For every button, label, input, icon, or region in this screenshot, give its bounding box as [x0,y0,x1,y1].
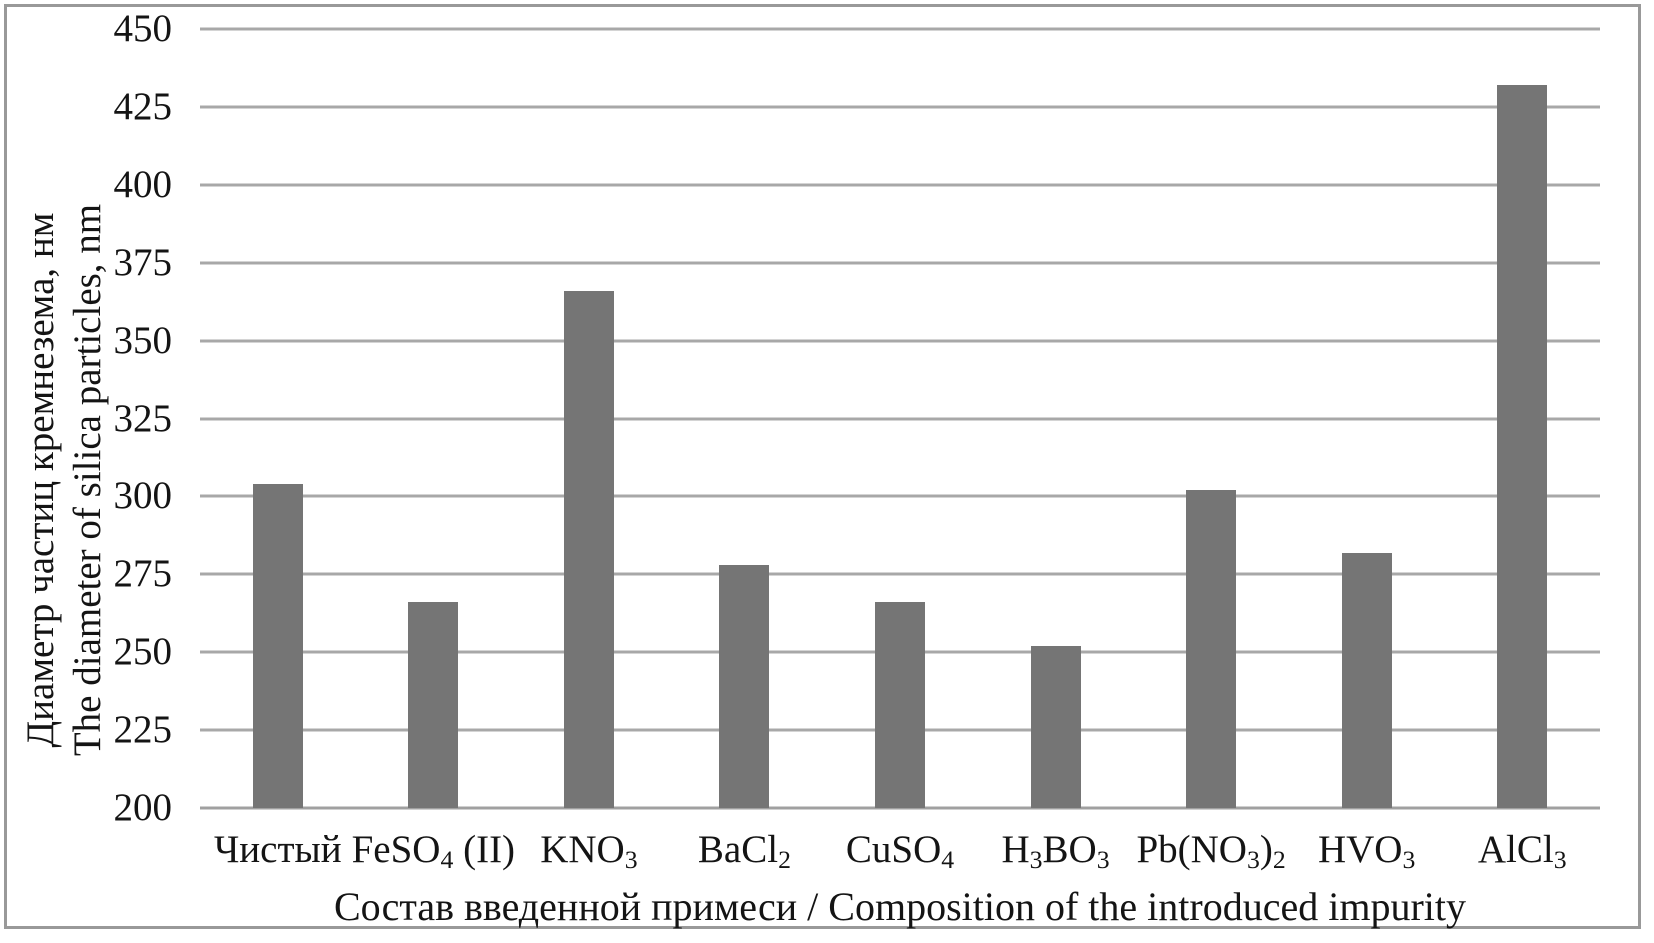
y-tick-label-375: 375 [113,240,173,284]
gridline-y-275 [200,572,1600,576]
x-category-label-H3BO3: H3BO3 [1001,828,1110,874]
y-tick-label-400: 400 [113,162,173,206]
y-tick-label-250: 250 [113,630,173,674]
gridline-y-400 [200,183,1600,187]
y-tick-label-275: 275 [113,552,173,596]
plot-area [200,27,1600,810]
gridline-y-425 [200,105,1600,109]
bar-Чистый [252,483,303,808]
y-tick-label-325: 325 [113,396,173,440]
x-axis-baseline [200,806,1600,810]
x-category-label-HVO3: HVO3 [1317,828,1416,874]
y-tick-label-450: 450 [113,7,173,50]
gridline-y-450 [200,27,1600,31]
y-tick-label-350: 350 [113,318,173,362]
bar-BaCl2 [719,564,770,808]
figure-border [4,4,1641,929]
gridline-y-350 [200,339,1600,343]
y-tick-label-200: 200 [113,786,173,829]
x-category-label-CuSO4: CuSO4 [845,828,955,874]
gridline-y-300 [200,494,1600,498]
x-category-label-AlCl3: AlCl3 [1477,828,1567,874]
bar-Pb(NO3)2 [1186,490,1237,808]
x-axis-title: Состав введенной примеси / Composition o… [334,884,1466,929]
x-category-label-Чистый: Чистый [213,828,342,871]
y-tick-label-425: 425 [113,84,173,128]
y-axis-ticks: 200 225 250 275 300 325 350 375 400 425 450 [0,7,173,829]
x-category-label-BaCl2: BaCl2 [697,828,791,874]
y-tick-label-225: 225 [113,708,173,752]
gridline-y-325 [200,417,1600,420]
x-category-label-Pb(NO3)2: Pb(NO3)2 [1136,828,1286,874]
x-category-label-FeSO4 (II): FeSO4 (II) [351,828,516,874]
x-category-label-KNO3: KNO3 [540,828,638,874]
bar-CuSO4 [875,602,925,808]
y-tick-label-300: 300 [113,474,173,518]
bar-KNO3 [563,290,614,808]
bar-AlCl3 [1497,85,1548,808]
bar-FeSO4 (II) [408,602,459,808]
gridline-y-375 [200,261,1600,265]
bar-HVO3 [1341,552,1392,808]
x-axis-category-labels: Чистый FeSO4 (II) KNO3 BaCl2 CuSO4 H3BO3 Pb(NO… [200,828,1600,880]
bar-H3BO3 [1030,645,1081,808]
